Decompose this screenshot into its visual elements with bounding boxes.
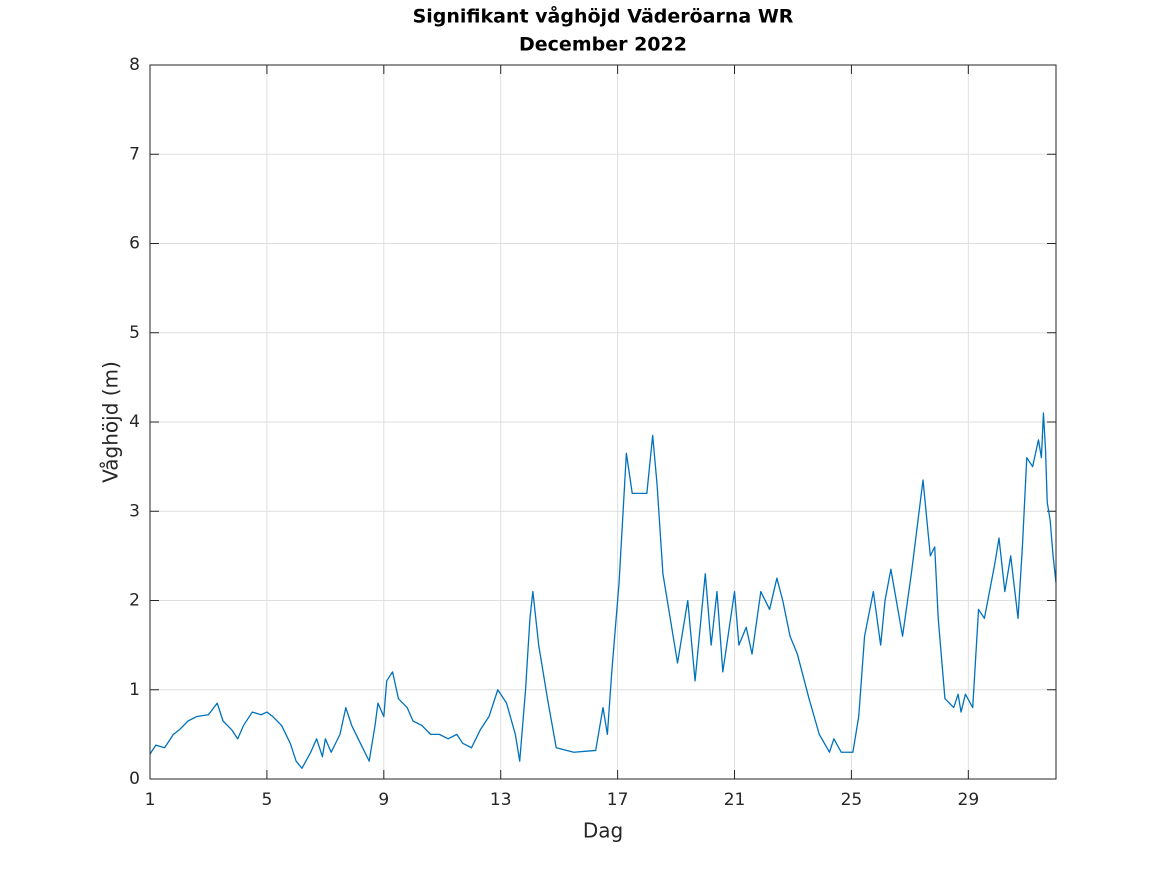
x-tick-label: 21	[724, 790, 746, 810]
y-tick-label: 2	[129, 591, 140, 611]
chart-title: Signifikant våghöjd Väderöarna WR	[413, 4, 794, 28]
y-tick-label: 7	[129, 144, 140, 164]
y-tick-label: 3	[129, 501, 140, 521]
chart-subtitle: December 2022	[519, 34, 687, 56]
x-axis-label: Dag	[583, 819, 623, 843]
y-tick-label: 0	[129, 769, 140, 789]
x-tick-label: 5	[261, 790, 272, 810]
x-tick-label: 9	[378, 790, 389, 810]
y-tick-label: 5	[129, 323, 140, 343]
axes-box	[149, 64, 1057, 780]
y-tick-label: 6	[129, 234, 140, 254]
x-tick-label: 1	[145, 790, 156, 810]
y-tick-label: 4	[129, 412, 140, 432]
y-tick-label: 1	[129, 680, 140, 700]
x-tick-label: 17	[607, 790, 629, 810]
data-line	[149, 412, 1057, 769]
x-tick-label: 13	[490, 790, 512, 810]
y-tick-label: 8	[129, 55, 140, 75]
x-tick-label: 29	[958, 790, 980, 810]
y-axis-label: Våghöjd (m)	[99, 361, 123, 483]
x-tick-label: 25	[841, 790, 863, 810]
